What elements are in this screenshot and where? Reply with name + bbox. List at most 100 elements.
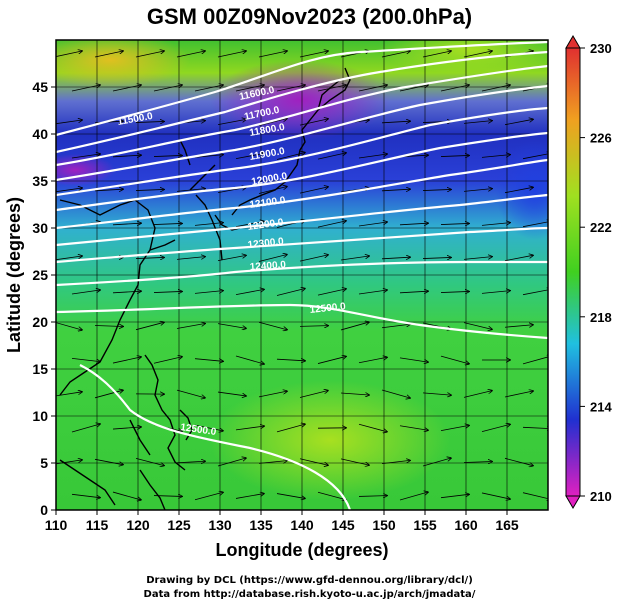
streamline-arrow (522, 289, 548, 296)
streamline-arrow (153, 357, 182, 364)
streamline-arrow (522, 356, 548, 365)
streamline-arrow (258, 51, 287, 58)
streamline-arrow (56, 392, 82, 397)
streamline-arrow (381, 51, 410, 58)
streamline-arrow (194, 85, 223, 92)
streamline-arrow (340, 393, 369, 395)
streamline-arrow (235, 153, 264, 160)
y-tick-label: 30 (32, 220, 48, 236)
streamline-arrow (440, 85, 469, 92)
colorbar-tick-label: 214 (590, 399, 612, 414)
streamline-arrow (176, 389, 205, 398)
streamline-arrow (381, 389, 410, 398)
streamline-arrow (258, 255, 287, 262)
streamline-arrow (112, 357, 141, 364)
streamline-arrow (71, 493, 100, 497)
streamline-arrow (440, 223, 469, 224)
y-axis-label: Latitude (degrees) (4, 197, 24, 353)
y-tick-label: 0 (40, 502, 48, 518)
streamline-arrow (217, 323, 246, 329)
streamline-arrow (56, 120, 82, 125)
streamline-arrow (135, 51, 164, 58)
x-tick-label: 115 (86, 517, 109, 533)
streamline-arrow (381, 189, 410, 191)
x-axis-label: Longitude (degrees) (215, 540, 388, 560)
streamline-arrow (94, 51, 123, 58)
streamline-arrow (94, 458, 123, 464)
contour-label: 12300.0 (247, 236, 285, 251)
map-field: 11500.011600.011700.011800.011900.012000… (56, 40, 548, 510)
colorbar-tick-label: 218 (590, 310, 612, 325)
streamline-arrow (463, 322, 492, 330)
streamline-arrow (440, 155, 469, 156)
streamline-arrow (258, 321, 287, 329)
streamline-arrow (381, 324, 410, 329)
warm-patch-south (210, 380, 450, 500)
streamline-arrow (358, 85, 387, 92)
streamline-arrow (463, 121, 492, 124)
x-tick-label: 155 (413, 517, 437, 533)
y-tick-label: 15 (32, 361, 48, 377)
streamline-arrow (358, 496, 387, 497)
x-tick-label: 120 (126, 517, 150, 533)
streamline-arrow (235, 355, 264, 364)
streamline-arrow (299, 326, 328, 327)
streamline-arrow (112, 491, 141, 500)
streamline-arrow (317, 356, 346, 364)
streamline-arrow (56, 188, 82, 193)
streamline-arrow (276, 289, 305, 296)
warm-patch (56, 40, 190, 88)
streamline-arrow (71, 290, 100, 295)
colorbar-tick-label: 222 (590, 220, 612, 235)
streamline-arrow (522, 153, 548, 160)
streamline-arrow (422, 257, 451, 258)
contour-label: 12100.0 (249, 195, 287, 211)
y-axis-ticks: 0 5 10 15 20 25 30 35 40 45 (32, 79, 56, 518)
streamline-arrow (504, 325, 533, 328)
streamline-arrow (399, 357, 428, 362)
colorbar-tick-label: 210 (590, 489, 612, 504)
streamline-arrow (358, 290, 387, 295)
streamline-arrow (235, 494, 264, 499)
streamline-arrow (153, 223, 182, 224)
streamline-arrow (440, 494, 469, 499)
x-tick-label: 110 (45, 517, 68, 533)
streamline-arrow (463, 257, 492, 260)
coastline-asia (59, 139, 216, 396)
streamline-arrow (176, 189, 205, 192)
streamline-arrow (135, 189, 164, 190)
coastline-borneo-indonesia (59, 459, 166, 510)
streamline-arrow (422, 189, 451, 190)
streamline-arrow (422, 393, 451, 395)
x-tick-label: 135 (249, 517, 273, 533)
streamline-arrow (276, 153, 305, 160)
streamline-arrow (276, 424, 305, 433)
streamline-arrow (463, 189, 492, 192)
streamline-arrow (56, 460, 82, 465)
streamline-arrow (235, 426, 264, 431)
streamline-arrow (522, 492, 548, 500)
streamline-arrow (194, 424, 223, 431)
streamline-arrow (112, 291, 141, 293)
streamline-arrow (235, 221, 264, 228)
chart-title: GSM 00Z09Nov2023 (200.0hPa) (146, 4, 473, 29)
streamline-arrow (481, 85, 510, 92)
streamline-arrow (176, 324, 205, 329)
streamline-arrow (56, 256, 82, 261)
streamline-arrow (112, 223, 141, 225)
streamline-arrow (340, 256, 369, 261)
streamline-arrow (399, 223, 428, 225)
colorbar: 210 214 218 222 226 230 (565, 35, 612, 509)
y-tick-label: 5 (40, 455, 48, 471)
streamline-arrow (358, 154, 387, 159)
streamline-arrow (71, 357, 100, 361)
colorbar-min-arrow (565, 495, 581, 509)
streamline-arrow (276, 359, 305, 361)
contour-label: 12200.0 (247, 217, 285, 233)
streamline-arrow (176, 257, 205, 260)
streamline-arrow (317, 85, 346, 92)
streamline-arrow (112, 85, 141, 92)
streamline-arrow (176, 51, 205, 58)
streamline-arrow (317, 221, 346, 228)
